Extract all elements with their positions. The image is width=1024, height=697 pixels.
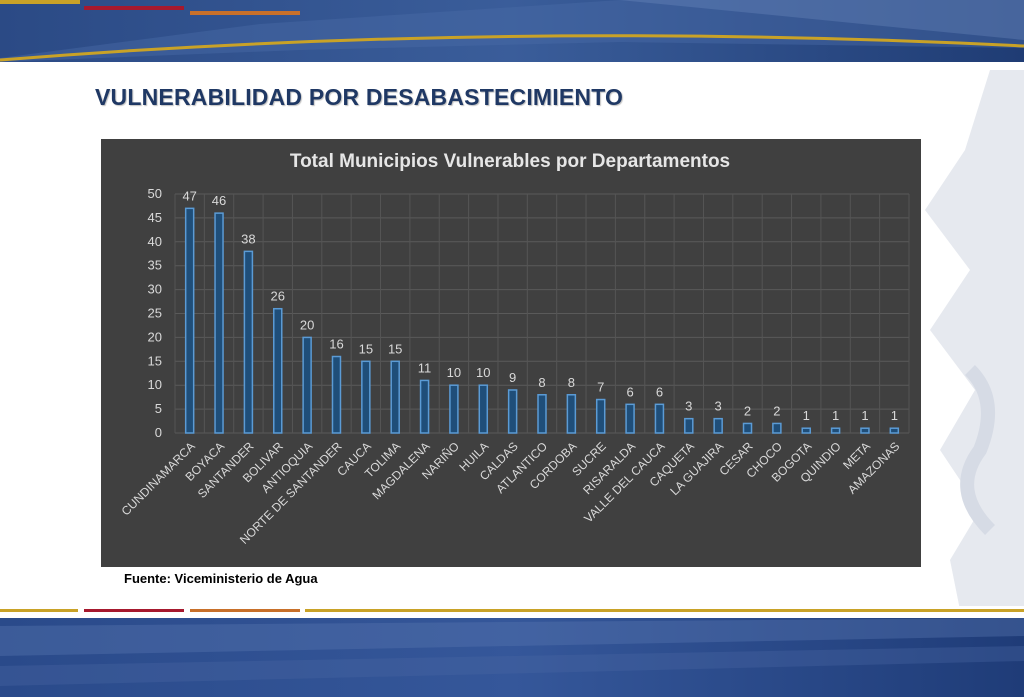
y-tick-label: 50 bbox=[148, 186, 162, 201]
data-label: 10 bbox=[447, 365, 461, 380]
bar bbox=[184, 207, 195, 434]
bar bbox=[419, 379, 430, 434]
bar bbox=[654, 403, 665, 434]
bar bbox=[449, 384, 459, 434]
footer-band bbox=[0, 606, 1024, 697]
data-label: 10 bbox=[476, 365, 490, 380]
bar bbox=[390, 360, 400, 434]
bar bbox=[537, 394, 547, 434]
x-tick-label: CUNDINAMARCA bbox=[119, 439, 198, 518]
slide-title: VULNERABILIDAD POR DESABASTECIMIENTO bbox=[95, 84, 624, 110]
y-tick-label: 35 bbox=[148, 258, 162, 273]
data-label: 9 bbox=[509, 370, 516, 385]
data-label: 11 bbox=[418, 360, 432, 375]
bar bbox=[478, 384, 489, 434]
bar bbox=[331, 355, 342, 434]
bar bbox=[742, 422, 753, 434]
bar bbox=[595, 398, 606, 434]
y-tick-label: 25 bbox=[148, 306, 162, 321]
bar bbox=[801, 427, 811, 434]
data-label: 8 bbox=[538, 375, 545, 390]
chart-panel: 0 5 10 15 20 25 30 35 40 45 50 47 CUNDINAMARCA 46 BOYA… bbox=[101, 139, 921, 567]
bar bbox=[889, 427, 900, 434]
data-label: 1 bbox=[861, 408, 868, 423]
bar bbox=[566, 394, 577, 434]
data-label: 20 bbox=[300, 317, 314, 332]
data-label: 2 bbox=[744, 403, 751, 418]
data-label: 3 bbox=[715, 399, 722, 414]
bar bbox=[860, 427, 870, 434]
y-tick-label: 15 bbox=[148, 353, 162, 368]
y-tick-label: 20 bbox=[148, 329, 162, 344]
data-label: 26 bbox=[271, 289, 285, 304]
data-label: 6 bbox=[626, 384, 633, 399]
data-label: 1 bbox=[803, 408, 810, 423]
data-label: 15 bbox=[388, 341, 402, 356]
header-band bbox=[0, 0, 1024, 62]
data-label: 8 bbox=[568, 375, 575, 390]
y-tick-label: 10 bbox=[148, 377, 162, 392]
data-label: 6 bbox=[656, 384, 663, 399]
data-label: 15 bbox=[359, 341, 373, 356]
y-tick-label: 40 bbox=[148, 234, 162, 249]
data-label: 3 bbox=[685, 399, 692, 414]
y-tick-label: 30 bbox=[148, 282, 162, 297]
bar bbox=[507, 389, 518, 434]
bar bbox=[273, 307, 283, 434]
bar bbox=[302, 336, 312, 434]
data-label: 16 bbox=[329, 337, 343, 352]
data-label: 1 bbox=[891, 408, 898, 423]
bar bbox=[772, 422, 782, 434]
bar bbox=[214, 212, 224, 434]
y-tick-label: 5 bbox=[155, 401, 162, 416]
data-label: 38 bbox=[241, 231, 255, 246]
y-tick-label: 0 bbox=[155, 425, 162, 440]
bar bbox=[713, 417, 723, 434]
bar bbox=[625, 403, 635, 434]
source-note: Fuente: Viceministerio de Agua bbox=[124, 571, 318, 586]
data-label: 46 bbox=[212, 193, 226, 208]
data-label: 47 bbox=[182, 188, 196, 203]
data-label: 7 bbox=[597, 380, 604, 395]
data-label: 2 bbox=[773, 403, 780, 418]
bar bbox=[243, 250, 254, 434]
bar bbox=[361, 360, 371, 434]
data-label: 1 bbox=[832, 408, 839, 423]
bar bbox=[684, 417, 694, 434]
watermark-shape bbox=[925, 70, 1024, 610]
y-tick-label: 45 bbox=[148, 210, 162, 225]
bar bbox=[830, 427, 841, 434]
